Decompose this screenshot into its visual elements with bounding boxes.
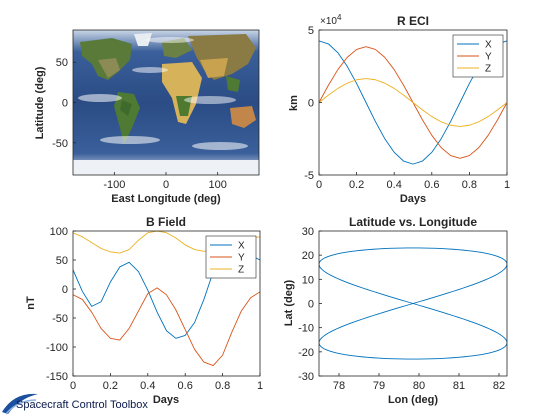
reci-xlabel: Days — [400, 193, 426, 205]
map-xtick-label: 0 — [163, 179, 169, 191]
reci-ytick-label: -5 — [304, 170, 314, 182]
bfield-ytick-label: 0 — [62, 284, 68, 296]
latlon-xtick-label: 81 — [453, 380, 465, 392]
bfield-legend: XYZ — [205, 235, 257, 279]
reci-xtick-label: 0.6 — [424, 179, 439, 191]
reci-legend-label-z: Z — [485, 64, 491, 75]
latlon-xlabel: Lon (deg) — [388, 394, 438, 406]
bfield-ytick-label: 50 — [56, 255, 68, 267]
bfield-xtick-label: 0.8 — [215, 380, 230, 392]
reci-panel: R ECI 0 0.2 0.4 0.6 0.8 1-505 ×104 Days km XY… — [288, 13, 510, 205]
bfield-ytick-label: -150 — [46, 371, 68, 383]
bfield-ytick-label: 100 — [50, 226, 68, 238]
map-xlabel: East Longitude (deg) — [111, 193, 221, 205]
reci-ytick-label: 5 — [308, 25, 314, 37]
bfield-title: B Field — [146, 215, 186, 229]
bfield-ytick-label: -50 — [52, 313, 68, 325]
map-panel: -100 0 100 -50 0 50 East Longitude (deg) Lati… — [34, 29, 260, 205]
map-ytick-label: 50 — [56, 57, 68, 69]
reci-legend-label-y: Y — [485, 52, 492, 63]
reci-legend: XYZ — [452, 34, 504, 78]
latlon-ylabel: Lat (deg) — [283, 279, 295, 326]
toolbox-logo-icon — [2, 393, 38, 415]
map-xtick-label: -100 — [103, 179, 125, 191]
bfield-xtick-label: 0 — [70, 380, 76, 392]
bfield-panel: B Field 0 0.2 0.4 0.6 0.8 1-150-100-50050100 … — [25, 215, 263, 406]
map-ytick-label: -50 — [52, 138, 68, 150]
bfield-xtick-label: 0.2 — [103, 380, 118, 392]
world-map-image — [73, 30, 259, 175]
latlon-xtick-label: 82 — [493, 380, 505, 392]
map-ytick-label: 0 — [62, 98, 68, 110]
footer-branding: Spacecraft Control Toolbox — [0, 386, 200, 418]
bfield-series-y-line — [73, 287, 260, 367]
latlon-xtick-label: 79 — [373, 380, 385, 392]
reci-xtick-label: 0.2 — [349, 179, 364, 191]
latlon-xtick-label: 80 — [413, 380, 425, 392]
reci-legend-label-x: X — [485, 40, 492, 51]
latlon-title: Latitude vs. Longitude — [349, 215, 477, 229]
footer-label: Spacecraft Control Toolbox — [16, 399, 148, 411]
bfield-ytick-label: -100 — [46, 342, 68, 354]
latlon-ytick-label: -10 — [298, 323, 314, 335]
bfield-ylabel: nT — [25, 296, 37, 310]
bfield-legend-label-y: Y — [238, 253, 245, 264]
reci-xtick-label: 0.8 — [462, 179, 477, 191]
bfield-legend-label-z: Z — [238, 265, 244, 276]
latlon-ytick-label: 30 — [302, 226, 314, 238]
latlon-ytick-label: -30 — [298, 371, 314, 383]
latlon-xtick-label: 78 — [333, 380, 345, 392]
reci-ytick-label: 0 — [308, 98, 314, 110]
map-xtick-label: 100 — [208, 179, 226, 191]
latlon-panel: Latitude vs. Longitude 78 79 80 81 82 -30 -20 -… — [283, 215, 508, 406]
bfield-xtick-label: 0.6 — [178, 380, 193, 392]
latlon-ground-track-line — [319, 247, 507, 360]
bfield-xlabel: Days — [153, 394, 179, 406]
reci-series-z-line — [319, 78, 507, 127]
reci-ylabel: km — [288, 95, 300, 111]
latlon-ytick-label: 10 — [302, 274, 314, 286]
bfield-xtick-label: 1 — [257, 380, 263, 392]
bfield-legend-label-x: X — [238, 241, 245, 252]
reci-xtick-label: 0.4 — [387, 179, 402, 191]
bfield-xtick-label: 0.4 — [140, 380, 155, 392]
latlon-ytick-label: 0 — [308, 299, 314, 311]
reci-xtick-label: 0 — [316, 179, 322, 191]
latlon-ytick-label: -20 — [298, 347, 314, 359]
map-ylabel: Latitude (deg) — [34, 66, 46, 139]
latlon-ytick-label: 20 — [302, 250, 314, 262]
reci-exponent: ×104 — [320, 13, 342, 27]
reci-xtick-label: 1 — [504, 179, 510, 191]
reci-title: R ECI — [397, 14, 429, 28]
